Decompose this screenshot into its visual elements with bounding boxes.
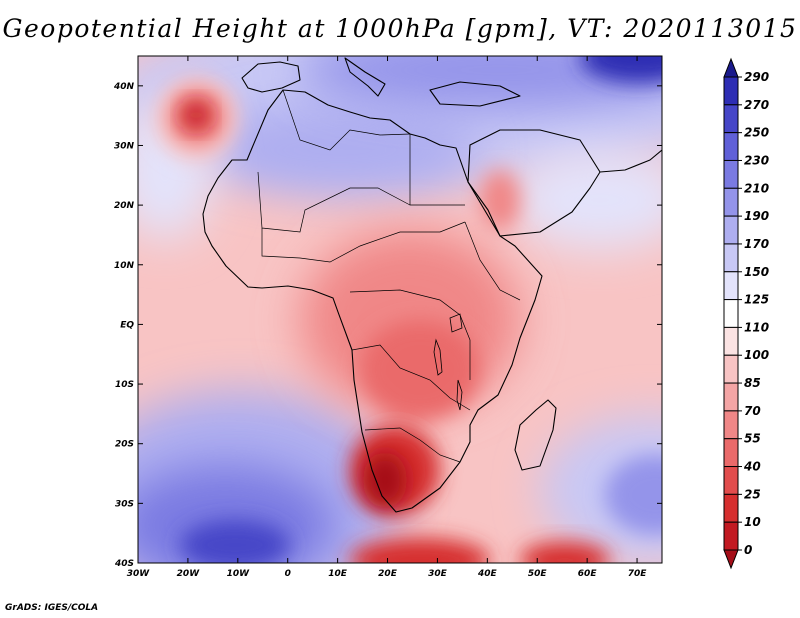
southern-ocean-low-2 [520, 542, 610, 563]
colorbar-level-label: 70 [744, 404, 761, 418]
colorbar-level-label: 250 [744, 126, 769, 140]
indian-ocean-high-core [605, 455, 662, 535]
border-sahel [261, 221, 466, 263]
colorbar-swatch [723, 215, 739, 245]
lake-tanganyika [433, 338, 443, 376]
colorbar-level-label: 125 [744, 293, 769, 307]
x-tick-label: 0 [285, 569, 291, 579]
colorbar-level-label: 170 [744, 237, 769, 251]
y-tick-label: 30S [115, 499, 134, 509]
colorbar-swatch [723, 76, 739, 106]
colorbar-swatch [723, 299, 739, 328]
colorbar-swatch [723, 493, 739, 523]
colorbar-level-label: 270 [744, 98, 769, 112]
axis-ticks: 30W 20W 10W 0 10E 20E 30E 40E 50E 60E 70E 40N 30N 20N… [113, 56, 662, 579]
y-tick-label: 40N [113, 82, 135, 92]
colorbar-bottom-arrow [723, 549, 739, 570]
turkey-coastline [429, 81, 521, 107]
y-tick-label: 40S [114, 559, 134, 569]
border-central [349, 289, 471, 380]
x-tick-label: 40E [477, 569, 498, 579]
lakes [433, 313, 463, 411]
colorbar-level-label: 210 [744, 181, 769, 195]
colorbar-swatch [723, 159, 739, 189]
colorbar-level-label: 85 [744, 376, 761, 390]
colorbar-level-label: 0 [744, 543, 752, 557]
y-tick-label: 20N [114, 201, 135, 211]
x-tick-label: 30E [428, 569, 448, 579]
colorbar-level-label: 25 [744, 487, 761, 501]
colorbar-level-label: 100 [744, 348, 769, 362]
x-tick-label: 60E [578, 569, 598, 579]
colorbar-level-label: 150 [744, 265, 769, 279]
northeast-corner-high [580, 56, 662, 83]
colorbar-swatch [723, 187, 739, 217]
lake-malawi [456, 379, 463, 411]
colorbar-swatch [723, 132, 739, 161]
map-plot-area [138, 56, 662, 563]
colorbar-swatch [723, 466, 739, 495]
y-tick-label: 10N [114, 261, 135, 271]
red-sea-low [480, 170, 520, 230]
x-tick-label: 20W [177, 569, 201, 579]
africa-coastline [202, 89, 543, 513]
x-tick-label: 20E [378, 569, 398, 579]
sahara-high [200, 105, 480, 195]
colorbar-swatch [723, 410, 739, 440]
central-africa-low [360, 320, 480, 420]
low-pressure-blobs [155, 76, 610, 563]
colorbar-level-label: 55 [744, 432, 761, 446]
colorbar-swatch [723, 438, 739, 468]
border-congo [351, 344, 471, 411]
colorbar-swatch [723, 271, 739, 301]
south-atlantic-high-core [180, 520, 290, 563]
colorbar-swatch [723, 326, 739, 356]
madagascar-coastline [514, 399, 557, 471]
azores-high-core [183, 102, 209, 128]
colorbar: 0 10 25 40 55 70 85 100 110 125 150 170 190 210 230 250… [723, 57, 769, 570]
colorbar-swatch [723, 382, 739, 412]
colorbar-level-label: 110 [744, 320, 769, 334]
colorbar-swatch [723, 104, 739, 134]
colorbar-swatch [723, 354, 739, 384]
colorbar-level-label: 230 [744, 153, 769, 167]
x-tick-label: 70E [628, 569, 648, 579]
asia-coastline [599, 149, 662, 173]
border-southern [364, 427, 461, 463]
y-tick-label: 30N [114, 141, 135, 151]
southern-africa-low-core [363, 452, 407, 508]
map-frame [137, 55, 663, 564]
colorbar-swatch [723, 521, 739, 551]
colorbar-level-label: 10 [744, 515, 761, 529]
italy-coastline [344, 57, 386, 97]
colorbar-level-label: 40 [743, 460, 761, 474]
footer-credit: GrADS: IGES/COLA [5, 603, 99, 613]
y-tick-label: 10S [115, 380, 134, 390]
southern-ocean-low-1 [350, 538, 490, 563]
lake-victoria [449, 313, 463, 333]
mediterranean-high [300, 56, 662, 110]
x-tick-label: 50E [528, 569, 548, 579]
colorbar-level-label: 290 [744, 70, 769, 84]
colorbar-swatch [723, 243, 739, 273]
iberia-coastline [241, 61, 301, 93]
border-east [464, 221, 521, 301]
map-title: Geopotential Height at 1000hPa [gpm], VT… [2, 14, 798, 43]
x-tick-label: 30W [127, 569, 151, 579]
country-borders [257, 89, 521, 463]
border-libya-egypt [409, 134, 465, 206]
x-tick-label: 10W [227, 569, 251, 579]
x-tick-label: 10E [328, 569, 348, 579]
colorbar-top-arrow [723, 57, 739, 78]
coastlines [202, 57, 662, 513]
high-pressure-blobs [138, 56, 662, 563]
y-tick-label: 20S [115, 440, 134, 450]
border-north-africa [282, 89, 411, 151]
arabia-high [510, 150, 662, 250]
colorbar-level-label: 190 [744, 209, 769, 223]
y-tick-label: EQ [120, 320, 134, 330]
